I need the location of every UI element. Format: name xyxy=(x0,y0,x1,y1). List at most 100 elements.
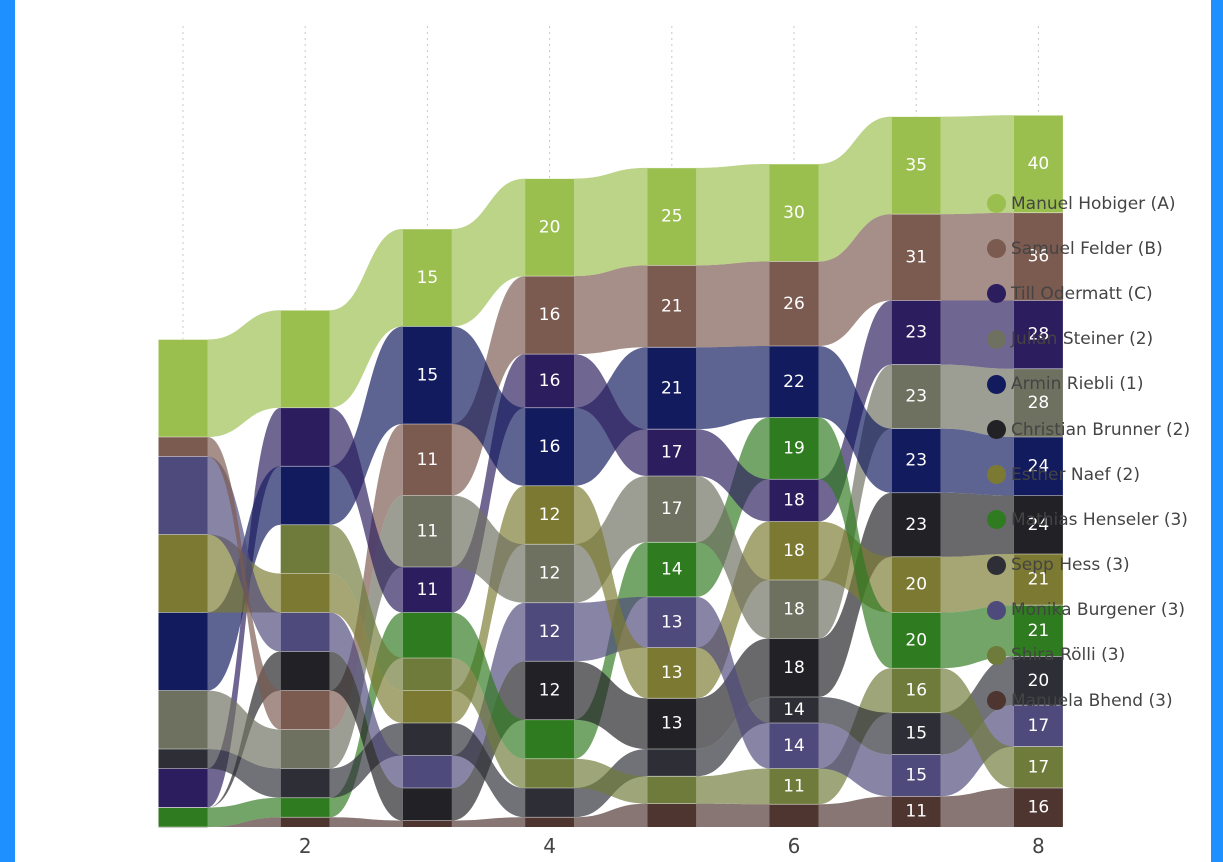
bar-segment[interactable] xyxy=(525,661,575,720)
bar-segment[interactable] xyxy=(1013,300,1063,369)
bar-segment[interactable] xyxy=(1013,368,1063,437)
bar-segment[interactable] xyxy=(525,178,575,277)
bar-segment[interactable] xyxy=(158,437,208,457)
bar-segment[interactable] xyxy=(769,697,819,723)
bar-segment[interactable] xyxy=(769,164,819,262)
bar-segment[interactable] xyxy=(1013,495,1063,555)
bar-segment[interactable] xyxy=(280,651,330,691)
bar-segment[interactable] xyxy=(525,276,575,355)
bar-segment[interactable] xyxy=(1013,554,1063,606)
bar-segment[interactable] xyxy=(402,723,452,756)
bar-segment[interactable] xyxy=(769,479,819,522)
bar-segment[interactable] xyxy=(647,347,697,430)
bar-segment[interactable] xyxy=(402,495,452,568)
bar-segment[interactable] xyxy=(769,768,819,805)
bar-segment[interactable] xyxy=(891,712,941,755)
bar-segment[interactable] xyxy=(158,339,208,438)
bar-segment[interactable] xyxy=(525,719,575,759)
bar-segment[interactable] xyxy=(525,544,575,603)
bar-segment[interactable] xyxy=(1013,746,1063,788)
legend-item[interactable]: Esther Naef (2) xyxy=(987,452,1190,497)
bar-segment[interactable] xyxy=(1013,212,1063,301)
bar-segment[interactable] xyxy=(647,803,697,827)
bar-segment[interactable] xyxy=(891,364,941,429)
bar-segment[interactable] xyxy=(891,754,941,797)
bar-segment[interactable] xyxy=(647,265,697,348)
legend-item[interactable]: Monika Burgener (3) xyxy=(987,588,1190,633)
bar-segment[interactable] xyxy=(769,804,819,827)
legend-item[interactable]: Christian Brunner (2) xyxy=(987,407,1190,452)
bar-segment[interactable] xyxy=(891,116,941,215)
bar-segment[interactable] xyxy=(280,407,330,467)
bar-segment[interactable] xyxy=(402,658,452,691)
bar-segment[interactable] xyxy=(402,612,452,659)
bar-segment[interactable] xyxy=(525,788,575,818)
bar-segment[interactable] xyxy=(525,485,575,545)
bar-segment[interactable] xyxy=(891,796,941,827)
bar-segment[interactable] xyxy=(280,524,330,574)
bar-segment[interactable] xyxy=(525,817,575,827)
bar-segment[interactable] xyxy=(1013,705,1063,747)
bar-segment[interactable] xyxy=(525,602,575,662)
bar-segment[interactable] xyxy=(158,534,208,613)
bar-segment[interactable] xyxy=(769,723,819,769)
legend-item[interactable]: Shira Rölli (3) xyxy=(987,633,1190,678)
bar-segment[interactable] xyxy=(525,407,575,486)
bar-segment[interactable] xyxy=(891,300,941,365)
bar-segment[interactable] xyxy=(1013,605,1063,657)
bar-segment[interactable] xyxy=(647,776,697,804)
bar-segment[interactable] xyxy=(280,768,330,798)
bar-segment[interactable] xyxy=(891,214,941,301)
bar-segment[interactable] xyxy=(402,424,452,496)
bar-segment[interactable] xyxy=(769,638,819,698)
bar-segment[interactable] xyxy=(891,668,941,713)
bar-segment[interactable] xyxy=(769,261,819,347)
bar-segment[interactable] xyxy=(647,167,697,266)
bar-segment[interactable] xyxy=(769,521,819,581)
bar-segment[interactable] xyxy=(891,612,941,669)
bar-segment[interactable] xyxy=(158,612,208,691)
bar-segment[interactable] xyxy=(1013,437,1063,496)
bar-segment[interactable] xyxy=(280,690,330,730)
bar-segment[interactable] xyxy=(402,755,452,789)
legend-item[interactable]: Sepp Hess (3) xyxy=(987,543,1190,588)
bar-segment[interactable] xyxy=(647,647,697,699)
bar-segment[interactable] xyxy=(769,417,819,480)
bar-segment[interactable] xyxy=(769,580,819,639)
bar-segment[interactable] xyxy=(647,542,697,597)
bar-segment[interactable] xyxy=(525,758,575,788)
bar-segment[interactable] xyxy=(158,749,208,769)
legend-item[interactable]: Manuela Bhend (3) xyxy=(987,678,1190,723)
bar-segment[interactable] xyxy=(402,567,452,613)
legend-item[interactable]: Armin Riebli (1) xyxy=(987,362,1190,407)
bar-segment[interactable] xyxy=(158,690,208,750)
bar-segment[interactable] xyxy=(402,690,452,724)
bar-segment[interactable] xyxy=(280,573,330,613)
bar-segment[interactable] xyxy=(647,749,697,777)
bar-segment[interactable] xyxy=(891,492,941,557)
bar-segment[interactable] xyxy=(402,788,452,821)
bar-segment[interactable] xyxy=(402,820,452,828)
bar-segment[interactable] xyxy=(280,729,330,769)
bar-segment[interactable] xyxy=(647,596,697,648)
bar-segment[interactable] xyxy=(158,807,208,828)
legend-item[interactable]: Manuel Hobiger (A) xyxy=(987,181,1190,226)
bar-segment[interactable] xyxy=(525,354,575,408)
bar-segment[interactable] xyxy=(1013,115,1063,213)
bar-segment[interactable] xyxy=(769,346,819,418)
legend-item[interactable]: Julian Steiner (2) xyxy=(987,317,1190,362)
legend-item[interactable]: Till Odermatt (C) xyxy=(987,271,1190,316)
bar-segment[interactable] xyxy=(280,817,330,827)
bar-segment[interactable] xyxy=(158,456,208,535)
bar-segment[interactable] xyxy=(280,612,330,652)
bar-segment[interactable] xyxy=(891,428,941,493)
legend-item[interactable]: Mathias Henseler (3) xyxy=(987,497,1190,542)
bar-segment[interactable] xyxy=(647,476,697,543)
bar-segment[interactable] xyxy=(402,326,452,425)
bar-segment[interactable] xyxy=(402,229,452,327)
bar-segment[interactable] xyxy=(647,429,697,476)
bar-segment[interactable] xyxy=(1013,788,1063,827)
bar-segment[interactable] xyxy=(280,310,330,408)
bar-segment[interactable] xyxy=(647,698,697,749)
bar-segment[interactable] xyxy=(280,797,330,818)
